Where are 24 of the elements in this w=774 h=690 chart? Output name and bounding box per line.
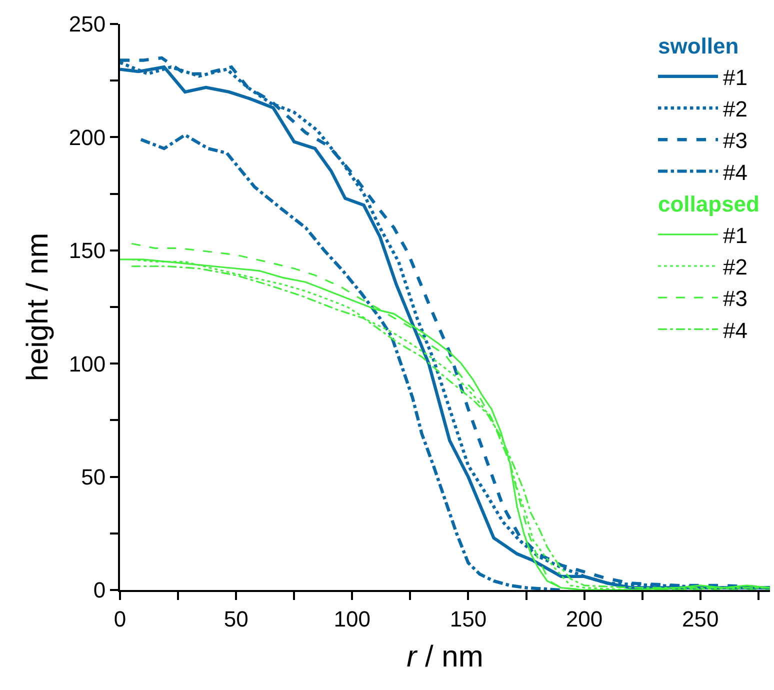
x-tick-label: 0 <box>114 606 126 632</box>
legend-label: #2 <box>723 254 748 280</box>
x-tick-label: 200 <box>566 606 603 632</box>
legend-label: #1 <box>723 222 748 248</box>
text: swollen <box>658 33 739 58</box>
y-tick-label: 0 <box>93 578 106 603</box>
y-tick-label: 100 <box>68 351 106 376</box>
x-tick-label: 250 <box>682 606 719 632</box>
legend-label: #2 <box>723 96 748 122</box>
y-tick-label: 250 <box>68 12 106 37</box>
legend-label: #4 <box>723 160 748 185</box>
x-axis-title: r / nm <box>406 640 484 674</box>
legend-label: #3 <box>723 286 748 312</box>
x-tick-label: 100 <box>334 606 370 632</box>
x-tick-label: 50 <box>224 606 248 632</box>
x-tick-label: 150 <box>450 606 487 632</box>
y-tick-label: 150 <box>68 238 106 264</box>
text: collapsed <box>658 191 760 216</box>
y-tick-label: 200 <box>68 124 106 150</box>
y-tick-label: 50 <box>81 464 106 490</box>
legend-label: #3 <box>723 128 748 154</box>
legend-label: #4 <box>723 318 748 343</box>
legend-label: #1 <box>723 64 748 90</box>
y-axis-title: height / nm <box>21 232 54 382</box>
